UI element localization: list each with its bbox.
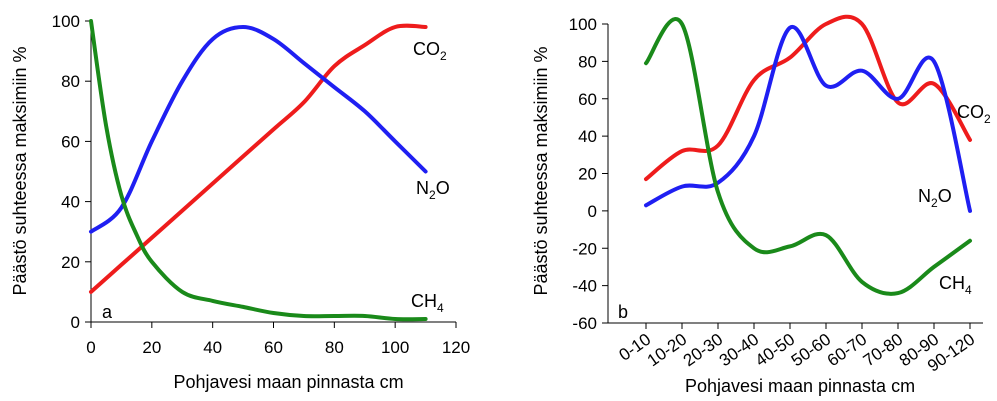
a-x-tick-label-2: 40 — [203, 338, 222, 357]
a-series-label-co2: CO2 — [413, 39, 447, 63]
b-series-label-co2: CO2 — [957, 102, 991, 126]
b-series-label-co2-sub: 2 — [984, 112, 991, 126]
b-y-tick-label-2: -20 — [572, 239, 597, 258]
b-series-label-ch4: CH4 — [939, 273, 972, 297]
a-series-label-ch4: CH4 — [411, 291, 444, 315]
a-x-axis-label: Pohjavesi maan pinnasta cm — [173, 372, 403, 392]
b-series-n2o-line — [644, 25, 972, 213]
a-series-label-ch4-sub: 4 — [437, 301, 444, 315]
b-series-label-ch4-main: CH — [939, 273, 965, 293]
a-panel-label: a — [102, 302, 113, 322]
b-series-label-n2o-main: N — [918, 186, 931, 206]
b-y-tick-label-7: 80 — [578, 52, 597, 71]
b-x-axis-label: Pohjavesi maan pinnasta cm — [685, 376, 915, 396]
b-y-tick-label-4: 20 — [578, 165, 597, 184]
a-x-tick-label-6: 120 — [442, 338, 470, 357]
a-x-tick-label-3: 60 — [264, 338, 283, 357]
a-series-ch4-line — [89, 19, 428, 322]
b-series-label-co2-main: CO — [957, 102, 984, 122]
b-y-tick-label-1: -40 — [572, 277, 597, 296]
b-y-tick-label-5: 40 — [578, 127, 597, 146]
a-series-co2-line — [89, 23, 428, 294]
a-series-label-n2o-sub: 2 — [429, 188, 436, 202]
a-y-tick-label-2: 40 — [61, 193, 80, 212]
b-series-label-n2o-tail: O — [938, 186, 952, 206]
a-x-tick-label-5: 100 — [381, 338, 409, 357]
a-series-label-n2o-main: N — [416, 178, 429, 198]
a-y-axis-label: Päästö suhteessa maksimiin % — [10, 46, 30, 295]
b-x-tick-label-5: 50-60 — [788, 330, 835, 371]
b-x-tick-label-2: 20-30 — [680, 330, 727, 371]
b-y-tick-label-3: 0 — [588, 202, 597, 221]
b-y-tick-label-6: 60 — [578, 90, 597, 109]
b-panel-label: b — [618, 302, 628, 322]
a-series-label-n2o: N2O — [416, 178, 450, 202]
a-series-label-n2o-tail: O — [436, 178, 450, 198]
b-series-label-n2o-sub: 2 — [931, 196, 938, 210]
b-x-tick-label-7: 70-80 — [860, 330, 907, 371]
b-y-axis-label: Päästö suhteessa maksimiin % — [531, 46, 551, 295]
b-x-tick-label-1: 10-20 — [644, 330, 691, 371]
b-x-tick-label-3: 30-40 — [716, 330, 763, 371]
a-y-tick-label-0: 0 — [71, 313, 80, 332]
b-series-co2-line — [644, 14, 972, 182]
b-series-label-n2o: N2O — [918, 186, 952, 210]
a-y-tick-label-3: 60 — [61, 132, 80, 151]
b-y-tick-label-0: -60 — [572, 314, 597, 333]
a-y-tick-label-4: 80 — [61, 72, 80, 91]
a-series-label-ch4-main: CH — [411, 291, 437, 311]
b-series-label-ch4-sub: 4 — [965, 283, 972, 297]
a-y-tick-label-5: 100 — [52, 12, 80, 31]
a-x-tick-label-1: 20 — [142, 338, 161, 357]
b-x-tick-label-6: 60-70 — [824, 330, 871, 371]
panel-b: -60-40-200204060801000-1010-2020-3030-40… — [531, 14, 991, 396]
b-x-tick-label-4: 40-50 — [752, 330, 799, 371]
a-y-tick-label-1: 20 — [61, 253, 80, 272]
a-x-tick-label-0: 0 — [86, 338, 95, 357]
a-series-n2o-line — [89, 24, 428, 234]
a-series-label-co2-main: CO — [413, 39, 440, 59]
panel-a: 0 20 40 60 80 100 0 20 40 60 80 100 120 Pohjavesi maa… — [10, 12, 470, 392]
a-x-tick-label-4: 80 — [325, 338, 344, 357]
b-series-ch4-line — [644, 17, 972, 296]
b-y-tick-label-8: 100 — [569, 15, 597, 34]
a-series-label-co2-sub: 2 — [440, 49, 447, 63]
